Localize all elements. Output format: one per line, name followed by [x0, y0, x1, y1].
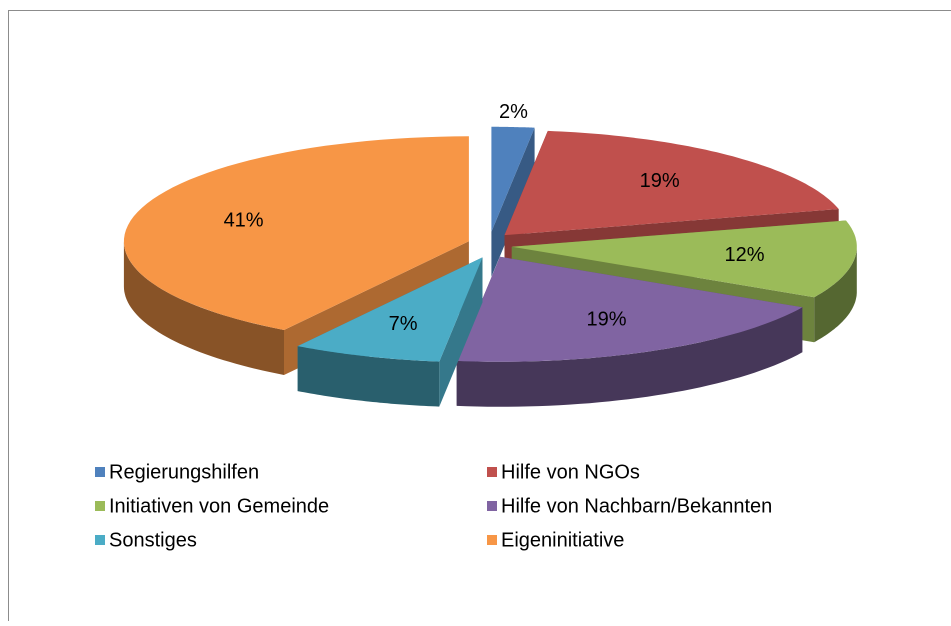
legend-label: Sonstiges — [109, 529, 197, 551]
legend-label: Eigeninitiative — [501, 529, 624, 551]
data-label: 41% — [224, 210, 264, 232]
legend-label: Hilfe von NGOs — [501, 461, 640, 483]
legend-swatch — [95, 501, 105, 511]
legend-swatch — [487, 501, 497, 511]
legend-label: Initiativen von Gemeinde — [109, 495, 329, 517]
data-label: 7% — [389, 313, 418, 335]
legend-swatch — [487, 535, 497, 545]
legend-swatch — [95, 535, 105, 545]
data-label: 12% — [725, 244, 765, 266]
legend-label: Hilfe von Nachbarn/Bekannten — [501, 495, 772, 517]
data-label: 19% — [586, 309, 626, 331]
data-label: 19% — [640, 170, 680, 192]
data-label: 2% — [499, 101, 528, 123]
legend-label: Regierungshilfen — [109, 461, 259, 483]
legend-swatch — [487, 467, 497, 477]
legend-swatch — [95, 467, 105, 477]
